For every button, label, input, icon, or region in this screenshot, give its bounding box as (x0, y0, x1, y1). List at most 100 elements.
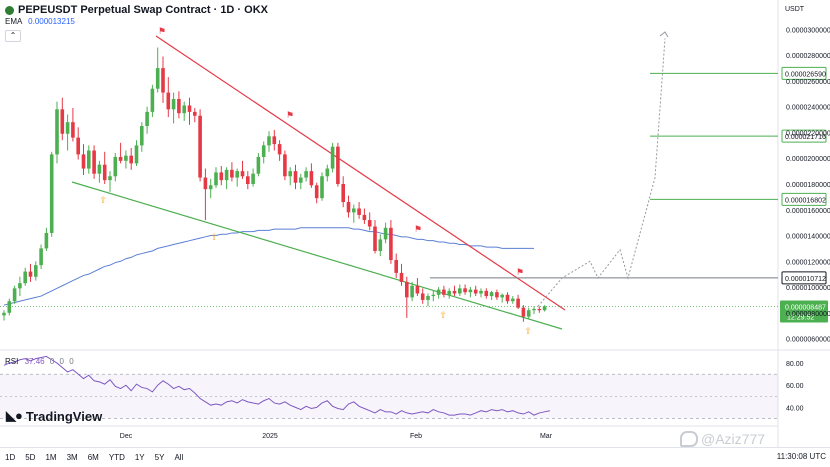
signal-markers: ⚑ ⚑ ⚑ ⚑ ⇧ ⇧ ⇧ ⇧ (99, 26, 532, 336)
time-tick-label: Feb (410, 433, 422, 440)
candle-body (49, 154, 54, 233)
flag-icon: ⚑ (414, 224, 422, 234)
candle-body (2, 312, 6, 316)
candle-body (177, 99, 181, 114)
rsi-value: 37.46 (24, 357, 45, 366)
candle-body (516, 298, 520, 308)
candle-body (76, 137, 80, 155)
candle-body (304, 171, 308, 178)
candle-body (500, 294, 504, 298)
candle-body (124, 155, 128, 161)
price-tick-label: 0.0000120000 (786, 259, 830, 266)
ema-value: 0.000013215 (28, 17, 75, 26)
range-1m[interactable]: 1M (45, 453, 57, 462)
candle-body (256, 156, 261, 174)
candle-body (81, 154, 86, 169)
range-5d[interactable]: 5D (25, 453, 36, 462)
candle-body (410, 285, 414, 298)
range-all[interactable]: All (174, 453, 184, 462)
candle-body (399, 272, 404, 282)
candle-body (468, 289, 473, 293)
chart-title[interactable]: PEPEUSDT Perpetual Swap Contract · 1D · … (5, 4, 268, 16)
candle-body (246, 176, 250, 185)
candle-body (134, 145, 139, 164)
arrow-up-icon: ⇧ (210, 232, 218, 242)
tradingview-logo[interactable]: ◣● TradingView (6, 408, 102, 424)
symbol-title[interactable]: PEPEUSDT Perpetual Swap Contract · 1D · … (18, 4, 268, 16)
countdown-label: 12:29:52 (787, 315, 814, 322)
candle-body (166, 92, 171, 110)
target-level-box (781, 271, 827, 285)
candle-body (60, 109, 65, 134)
ema-legend[interactable]: EMA 0.000013215 (5, 17, 75, 26)
range-ytd[interactable]: YTD (108, 453, 125, 462)
candle-body (7, 301, 12, 313)
candle-body (367, 220, 372, 227)
candle-body (97, 164, 102, 174)
candle-body (526, 310, 531, 317)
candle-body (458, 288, 462, 294)
candle-body (198, 115, 202, 178)
candle-body (314, 185, 319, 199)
target-level-label: 0.000016802 (785, 197, 826, 204)
candle-body (23, 271, 27, 284)
price-projection (537, 31, 669, 307)
candle-body (426, 296, 430, 300)
projection-path (537, 38, 666, 307)
candle-body (277, 144, 282, 155)
arrow-up-icon: ⇧ (99, 195, 107, 205)
candle-body (208, 185, 213, 190)
price-tick-label: 0.0000060000 (786, 337, 830, 344)
time-axis[interactable]: Dec 2025 Feb Mar (120, 433, 553, 440)
candle-body (378, 239, 383, 251)
candle-body (118, 156, 123, 161)
target-level-box (781, 66, 827, 80)
rsi-extra-3: 0 (69, 357, 74, 366)
candle-body (108, 176, 112, 181)
candle-body (203, 177, 208, 190)
candle-body (71, 122, 75, 138)
candle-body (479, 290, 483, 294)
candle-body (320, 176, 324, 199)
candle-body (394, 259, 398, 273)
candle-body (463, 288, 467, 293)
price-axis[interactable]: 0.00003000000.00002800000.00002600000.00… (786, 27, 830, 343)
rsi-extra-1: 0 (49, 357, 55, 366)
utc-clock[interactable]: 11:30:08 UTC (776, 452, 826, 461)
price-tick-label: 0.0000160000 (786, 208, 830, 215)
range-6m[interactable]: 6M (87, 453, 99, 462)
price-tick-label: 0.0000140000 (786, 234, 830, 241)
price-grid (0, 0, 830, 447)
candle-body (87, 150, 91, 169)
rsi-legend[interactable]: RSI 37.46 0 0 0 (5, 357, 74, 366)
candle-body (272, 136, 277, 145)
ema-label: EMA (5, 17, 22, 26)
candle-body (214, 172, 218, 186)
ema-series (3, 227, 534, 306)
currency-label[interactable]: USDT (785, 6, 805, 13)
candle-body (336, 146, 340, 185)
rsi-pane: 80.00 60.00 40.00 (0, 355, 804, 419)
candle-body (389, 227, 393, 260)
range-3m[interactable]: 3M (66, 453, 78, 462)
chevron-up-icon[interactable]: ⌃ (5, 30, 21, 42)
candle-body (495, 292, 499, 298)
last-price-box (780, 300, 828, 323)
exchange-logo-icon (5, 5, 14, 15)
price-tick-label: 0.0000300000 (786, 27, 830, 34)
candle-body (405, 281, 409, 298)
candle-body (145, 111, 149, 127)
candle-body (293, 171, 298, 183)
candle-body (92, 150, 96, 174)
range-1d[interactable]: 1D (5, 453, 16, 462)
candle-body (171, 99, 176, 110)
candle-body (288, 171, 292, 177)
candle-body (383, 227, 388, 240)
range-1y[interactable]: 1Y (134, 453, 145, 462)
range-5y[interactable]: 5Y (154, 453, 165, 462)
candle-body (267, 136, 271, 146)
price-tick-label: 0.0000080000 (786, 311, 830, 318)
candle-body (251, 173, 255, 185)
